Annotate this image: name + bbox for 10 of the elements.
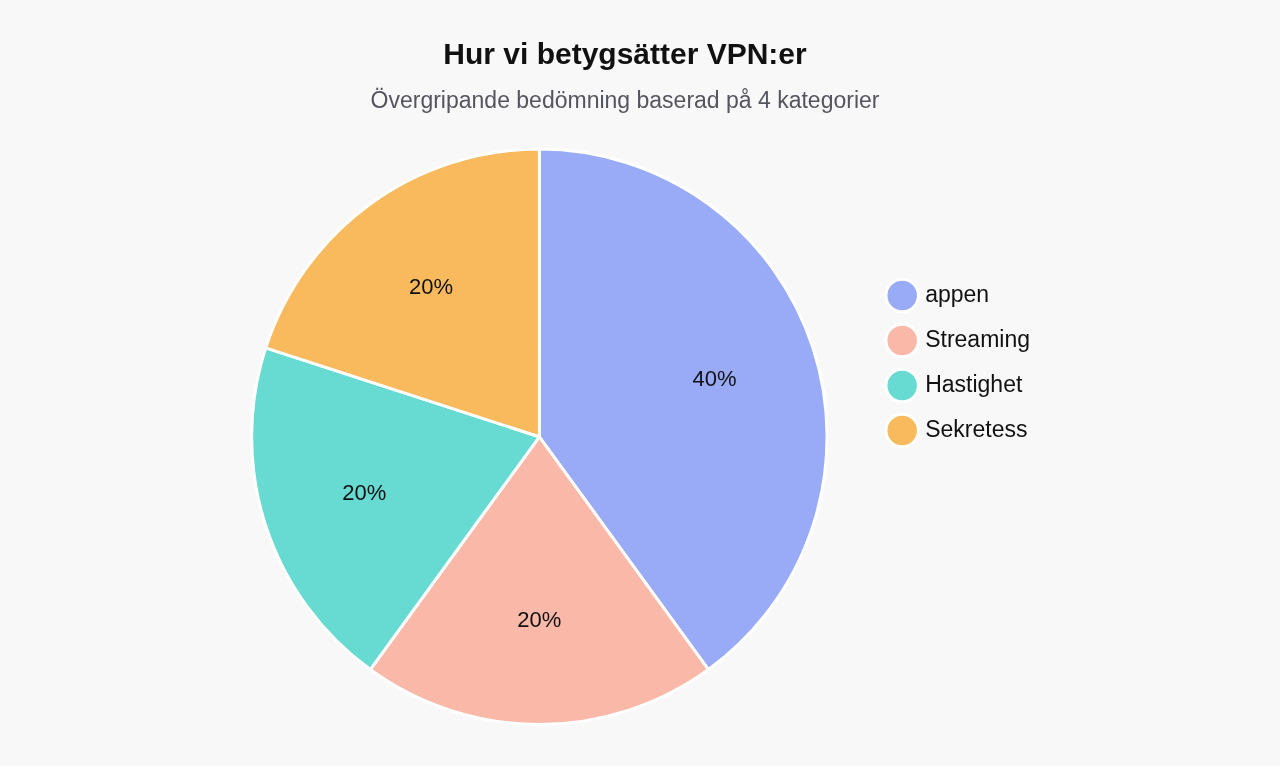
legend-label: Hastighet bbox=[925, 370, 1023, 397]
data-label: 40% bbox=[692, 365, 737, 391]
legend-label: Streaming bbox=[925, 325, 1030, 352]
data-label: 20% bbox=[517, 606, 562, 632]
chart-subtitle: Övergripande bedömning baserad på 4 kategorier bbox=[370, 87, 880, 114]
legend-label: appen bbox=[925, 280, 990, 307]
data-label: 20% bbox=[342, 479, 387, 505]
chart-title: Hur vi betygsätter VPN:er bbox=[443, 37, 808, 71]
legend-label: Sekretess bbox=[925, 415, 1028, 442]
data-label: 20% bbox=[409, 273, 454, 299]
